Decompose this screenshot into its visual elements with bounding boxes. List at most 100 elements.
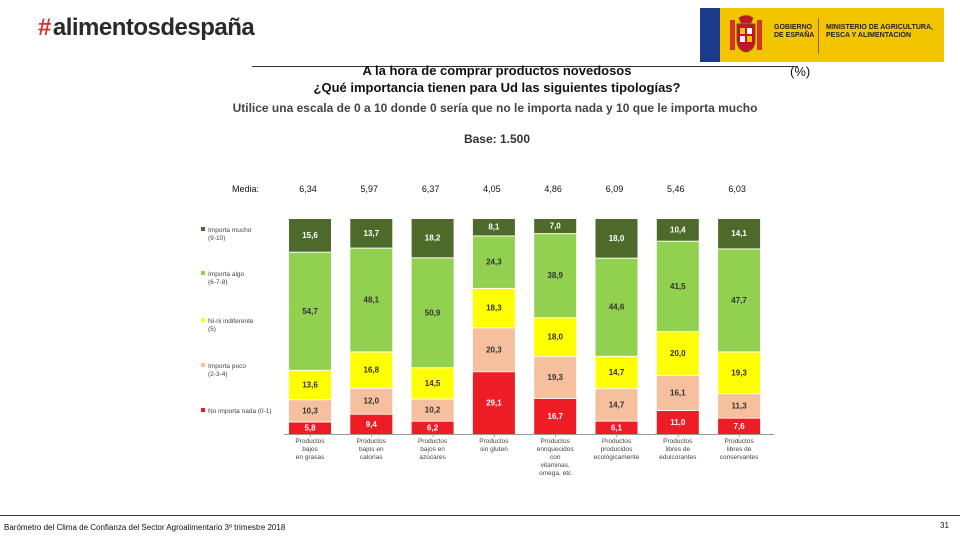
logo-separator [818,18,819,54]
bar-segment [595,388,638,421]
segment-separator [534,397,577,399]
data-label: 11,3 [732,401,748,410]
bar-segment [472,287,515,328]
category-label: calorías [360,454,384,461]
category-label: Productos [724,438,754,445]
bar-segment [411,367,454,399]
media-value: 5,97 [361,184,379,194]
segment-separator [411,420,454,422]
bar-segment [289,251,331,370]
media-value: 6,34 [299,184,317,194]
media-value: 4,05 [483,184,501,194]
segment-separator [656,240,699,242]
bar-segment [718,417,761,434]
x-tick [739,435,740,437]
bar-segment [411,218,454,258]
bar-segment [595,257,638,356]
data-label: 15,6 [302,231,318,240]
data-label: 18,0 [547,333,563,342]
segment-separator [718,393,761,395]
segment-separator [718,351,761,353]
eu-flag-strip [700,8,720,62]
segment-separator [718,417,761,419]
legend-label: Ni-ni indiferente [208,318,254,325]
segment-separator [472,235,515,237]
footer-rule [0,515,960,516]
bar-segment [534,218,577,234]
data-label: 12,0 [364,397,380,406]
segment-separator [534,317,577,319]
category-label: producidos [601,446,634,453]
data-label: 14,5 [425,379,441,388]
bar-segment [289,218,331,252]
bar-segment [289,369,331,400]
data-label: 18,3 [486,304,502,313]
subtitle: Utilice una escala de 0 a 10 donde 0 ser… [232,101,758,115]
data-label: 38,9 [547,271,563,280]
bar-segment [656,218,699,241]
segment-separator [350,413,393,415]
segment-separator [289,218,331,219]
x-tick [310,435,311,437]
legend-label: (5) [208,326,216,333]
segment-separator [595,218,638,219]
data-label: 20,3 [486,345,502,354]
unit-label: (%) [790,64,811,79]
data-label: 20,0 [670,349,686,358]
bar-segment [534,356,577,398]
category-label: omega, etc [539,470,572,477]
bar-segment [656,331,699,375]
category-label: Productos [295,438,325,445]
data-label: 5,8 [304,424,316,433]
x-tick [616,435,618,437]
segment-separator [534,356,577,358]
segment-separator [411,218,454,219]
data-label: 13,7 [364,229,380,238]
bar-segment [534,233,577,318]
bar-segment [718,248,761,352]
legend-swatch [201,271,205,275]
data-label: 8,1 [488,223,500,232]
legend-swatch [201,363,205,367]
segment-separator [289,421,331,423]
category-label: bajos en [420,446,445,453]
bar-segment [472,218,515,236]
data-label: 18,2 [425,234,441,243]
bar-segment [411,398,454,421]
data-label: 10,4 [670,225,686,234]
x-tick [555,435,556,437]
title-rule [252,66,798,67]
segment-separator [656,374,699,376]
segment-separator [656,218,699,219]
category-label: vitaminas, [541,462,570,469]
x-tick [371,435,373,437]
data-label: 44,6 [609,303,625,312]
segment-separator [472,218,515,219]
media-label: Media: [232,184,260,194]
segment-separator [656,331,699,333]
data-label: 50,9 [425,308,441,317]
footer-text: Barómetro del Clima de Confianza del Sec… [4,523,286,532]
data-label: 19,3 [731,368,747,377]
segment-separator [595,257,638,259]
media-value: 6,37 [422,184,440,194]
category-label: azúcares [419,454,446,461]
bar-segment [718,218,761,249]
page-number: 31 [940,521,949,530]
category-label: libres de [727,446,752,453]
data-label: 16,1 [670,388,686,397]
category-label: libres de [666,446,691,453]
bar-segment [718,351,761,394]
data-label: 18,0 [609,234,625,243]
gobierno-ministerio-logo: GOBIERNO DE ESPAÑA MINISTERIO DE AGRICUL… [700,8,944,62]
category-label: Productos [357,438,387,445]
bar-segment [595,355,638,389]
x-tick [432,435,434,437]
bar-segment [411,420,454,434]
legend-swatch [201,408,205,412]
category-label: sin gluten [480,446,508,453]
alimentos-de-espana-logo: #alimentosdespaña [38,14,255,41]
data-label: 14,7 [609,400,625,409]
x-tick [493,435,495,437]
